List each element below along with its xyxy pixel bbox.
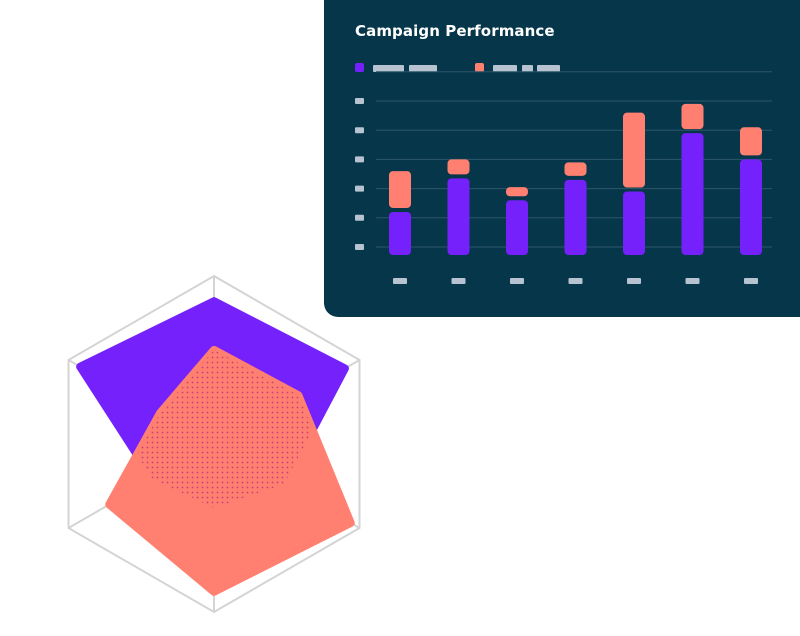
bar-series-a: [623, 191, 645, 255]
x-tick-label: [451, 278, 466, 284]
bar-series-b: [447, 159, 470, 175]
radar-overlap: [109, 349, 345, 508]
x-tick-label: [393, 278, 407, 284]
bar-series-a: [389, 211, 411, 255]
bar-series-b: [389, 171, 411, 208]
chart-title: Campaign Performance: [355, 22, 555, 40]
bar-series-b: [740, 127, 762, 156]
bar-series-b: [623, 112, 645, 188]
x-tick-label: [568, 278, 583, 284]
radar-overlap-texture: [109, 349, 345, 508]
radar-chart: [67, 274, 361, 614]
chart-card: Campaign Performance: [324, 0, 800, 317]
bar-chart: [355, 71, 772, 284]
bar-series-a: [681, 133, 704, 255]
bar-series-a: [564, 179, 587, 255]
x-tick-label: [685, 278, 700, 284]
y-tick-label: [355, 185, 364, 192]
legend-item-series-a: [355, 61, 445, 72]
legend-item-series-b: [475, 61, 575, 72]
legend-label-placeholder: [373, 65, 404, 72]
bar-series-a: [506, 200, 528, 255]
legend-label-placeholder: [537, 65, 560, 72]
radar-chart-container: [0, 260, 430, 636]
legend-swatch-series-a: [355, 63, 364, 72]
bar-series-b: [564, 162, 587, 176]
y-tick-label: [355, 127, 364, 134]
legend-label-placeholder: [409, 65, 437, 72]
legend-label-placeholder: [522, 65, 533, 72]
bar-series-b: [681, 103, 704, 130]
y-tick-label: [355, 244, 364, 250]
x-tick-label: [510, 278, 524, 284]
y-tick-label: [355, 98, 364, 104]
x-tick-label: [744, 278, 758, 284]
x-tick-label: [627, 278, 641, 284]
bar-series-b: [506, 187, 528, 197]
bar-series-a: [740, 159, 762, 255]
legend-swatch-series-b: [475, 63, 484, 72]
y-tick-label: [355, 156, 364, 163]
bar-series-a: [447, 178, 470, 255]
y-tick-label: [355, 214, 364, 221]
legend-label-placeholder: [493, 65, 517, 72]
